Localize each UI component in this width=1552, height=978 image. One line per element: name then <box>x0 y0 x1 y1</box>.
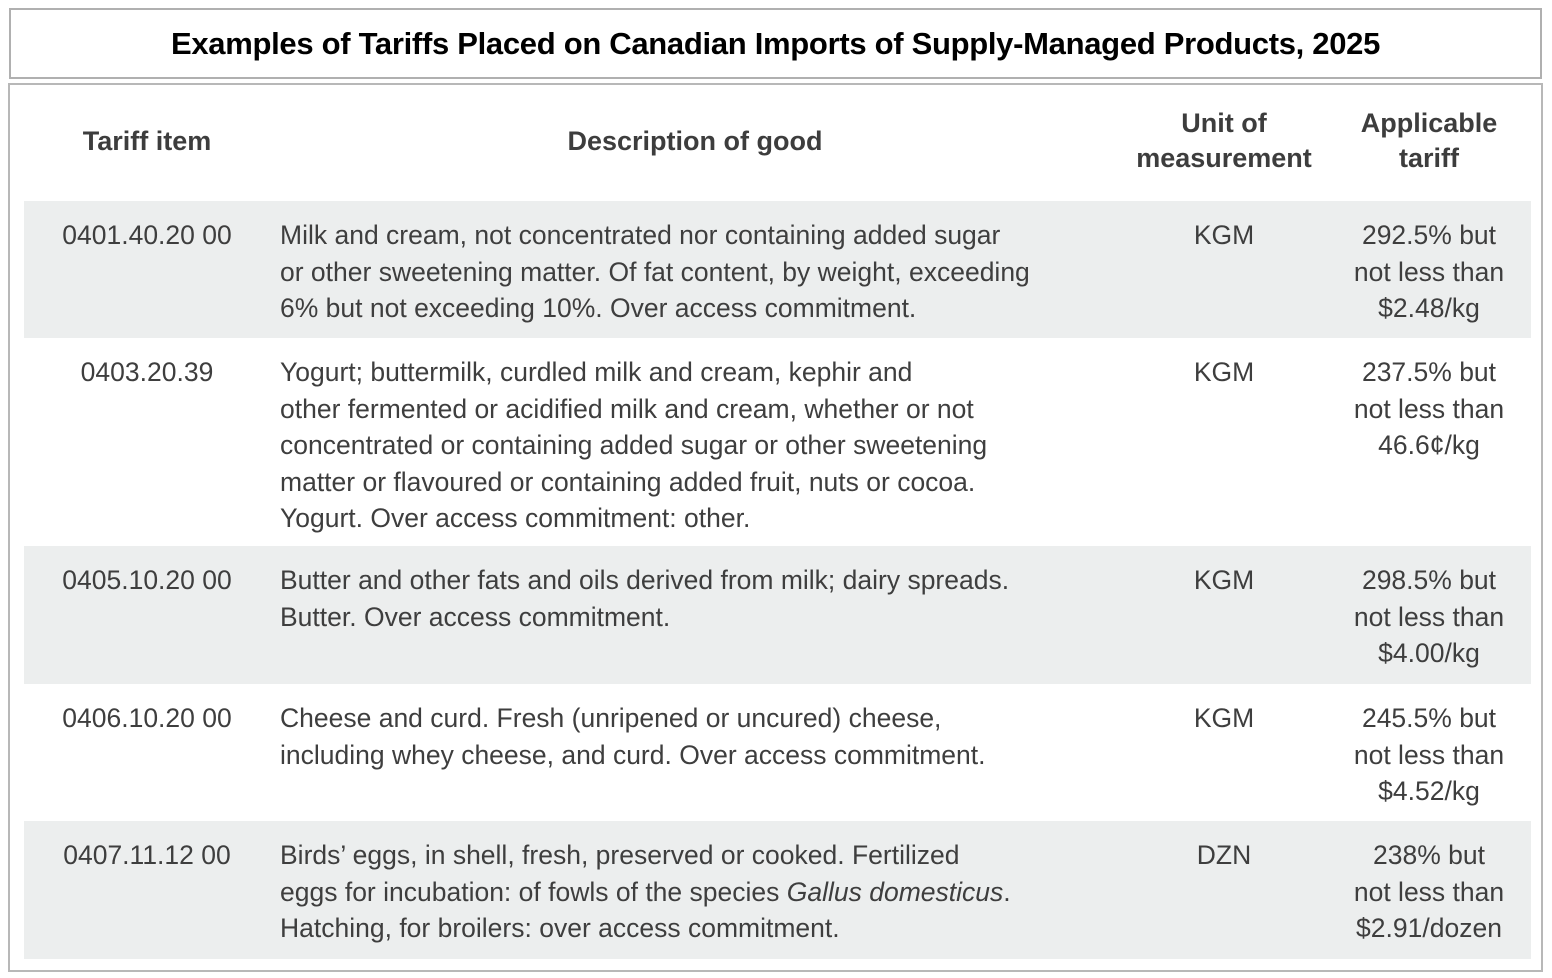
applicable-tariff: 298.5% but not less than $4.00/kg <box>1334 562 1524 672</box>
header-tariff-line: tariff <box>1399 143 1459 173</box>
table-row: 0401.40.20 00 Milk and cream, not concen… <box>24 201 1531 338</box>
description-line: Birds’ eggs, in shell, fresh, preserved … <box>280 840 960 870</box>
description-line: Yogurt. Over access commitment: other. <box>280 503 751 533</box>
description-line: eggs for incubation: of fowls of the spe… <box>280 874 1140 911</box>
unit: KGM <box>1193 565 1255 595</box>
unit: KGM <box>1193 357 1255 387</box>
unit: KGM <box>1193 220 1255 250</box>
tariff-line: $2.48/kg <box>1378 293 1480 323</box>
title-box: Examples of Tariffs Placed on Canadian I… <box>9 8 1542 79</box>
tariff-line: $4.52/kg <box>1378 776 1480 806</box>
table-row: 0407.11.12 00 Birds’ eggs, in shell, fre… <box>24 821 1531 959</box>
tariff-item-code: 0403.20.39 <box>80 357 214 387</box>
description-line: Hatching, for broilers: over access comm… <box>280 913 840 943</box>
header-tariff-line: Applicable <box>1360 108 1498 138</box>
tariff-line: $2.91/dozen <box>1356 913 1502 943</box>
tariff-item-code: 0406.10.20 00 <box>62 703 232 733</box>
description-line: Butter and other fats and oils derived f… <box>280 565 1010 595</box>
tariff-line: 298.5% but <box>1361 565 1497 595</box>
header-unit-line: measurement <box>1136 143 1312 173</box>
tariff-line: not less than <box>1353 601 1505 632</box>
header-unit: Unit of measurement <box>1134 106 1314 176</box>
applicable-tariff: 245.5% but not less than $4.52/kg <box>1334 700 1524 810</box>
description-line: concentrated or containing added sugar o… <box>280 430 988 460</box>
description-text: eggs for incubation: of fowls of the spe… <box>280 876 787 907</box>
description: Butter and other fats and oils derived f… <box>280 562 1140 635</box>
description-line: including whey cheese, and curd. Over ac… <box>280 739 986 770</box>
tariff-line: 46.6¢/kg <box>1378 430 1480 460</box>
tariff-item-code: 0407.11.12 00 <box>63 840 231 870</box>
table-row: 0405.10.20 00 Butter and other fats and … <box>24 546 1531 684</box>
description-line: Yogurt; buttermilk, curdled milk and cre… <box>280 357 913 387</box>
tariff-line: 238% but <box>1373 840 1485 870</box>
description-line: or other sweetening matter. Of fat conte… <box>280 256 1030 287</box>
page-title: Examples of Tariffs Placed on Canadian I… <box>170 25 1381 61</box>
tariff-line: not less than <box>1353 256 1505 287</box>
header-description: Description of good <box>567 126 823 156</box>
description: Milk and cream, not concentrated nor con… <box>280 217 1140 327</box>
description: Cheese and curd. Fresh (unripened or unc… <box>280 700 1140 773</box>
description-text: . <box>1003 876 1011 907</box>
applicable-tariff: 237.5% but not less than 46.6¢/kg <box>1334 354 1524 464</box>
description-line: Cheese and curd. Fresh (unripened or unc… <box>280 703 942 733</box>
tariff-line: not less than <box>1353 739 1505 770</box>
tariff-line: $4.00/kg <box>1378 638 1480 668</box>
tariff-table: Tariff item Description of good Unit of … <box>8 83 1543 972</box>
tariff-item-code: 0405.10.20 00 <box>62 565 232 595</box>
unit: KGM <box>1193 703 1255 733</box>
description: Yogurt; buttermilk, curdled milk and cre… <box>280 354 1140 537</box>
unit: DZN <box>1196 840 1252 870</box>
tariff-line: 292.5% but <box>1361 220 1497 250</box>
description-line: Butter. Over access commitment. <box>280 601 671 632</box>
table-header: Tariff item Description of good Unit of … <box>10 85 1541 201</box>
tariff-line: not less than <box>1353 876 1505 907</box>
applicable-tariff: 292.5% but not less than $2.48/kg <box>1334 217 1524 327</box>
header-unit-line: Unit of <box>1181 108 1267 138</box>
description-line: 6% but not exceeding 10%. Over access co… <box>280 293 917 323</box>
table-row: 0406.10.20 00 Cheese and curd. Fresh (un… <box>24 684 1531 821</box>
description: Birds’ eggs, in shell, fresh, preserved … <box>280 837 1140 947</box>
description-line: matter or flavoured or containing added … <box>280 466 976 497</box>
description-line: Milk and cream, not concentrated nor con… <box>280 220 1001 250</box>
species-name: Gallus domesticus <box>786 876 1004 907</box>
description-line: other fermented or acidified milk and cr… <box>280 393 974 424</box>
header-tariff: Applicable tariff <box>1334 106 1524 176</box>
header-tariff-item: Tariff item <box>82 126 212 156</box>
applicable-tariff: 238% but not less than $2.91/dozen <box>1334 837 1524 947</box>
tariff-line: 237.5% but <box>1361 357 1497 387</box>
tariff-line: not less than <box>1353 393 1505 424</box>
tariff-item-code: 0401.40.20 00 <box>62 220 232 250</box>
tariff-line: 245.5% but <box>1361 703 1497 733</box>
table-row: 0403.20.39 Yogurt; buttermilk, curdled m… <box>24 338 1531 546</box>
